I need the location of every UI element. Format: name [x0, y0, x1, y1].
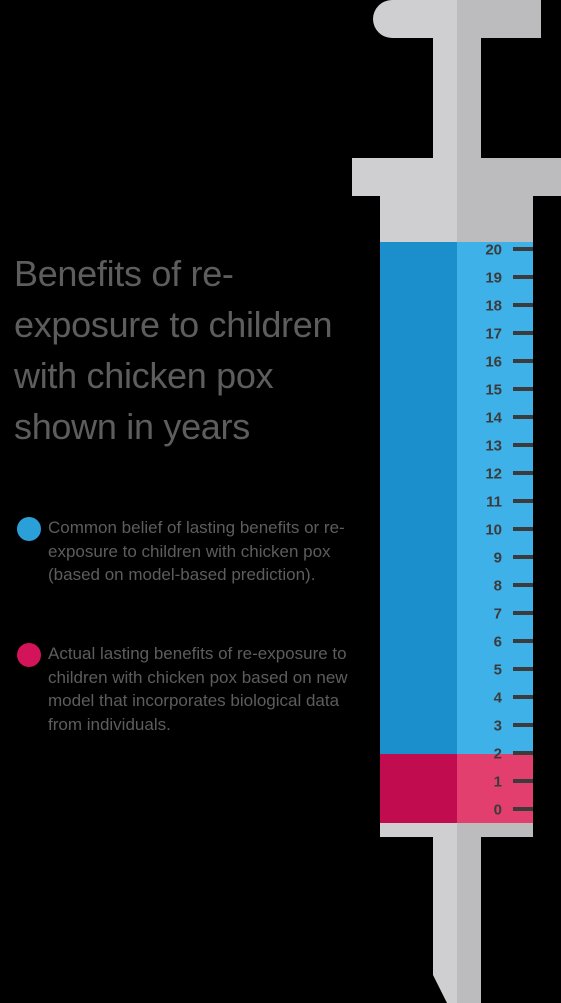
- tick-label: 1: [494, 774, 502, 791]
- tick-mark: [513, 779, 533, 783]
- tick-mark: [513, 331, 533, 335]
- legend-swatch-red: [17, 643, 41, 667]
- tick-mark: [513, 471, 533, 475]
- legend-item-actual: Actual lasting benefits of re-exposure t…: [17, 642, 357, 736]
- tick-mark: [513, 667, 533, 671]
- syringe-hub: [380, 823, 533, 1003]
- tick-mark: [513, 807, 533, 811]
- tick-label: 3: [494, 718, 502, 735]
- tick-label: 2: [494, 746, 502, 763]
- tick-mark: [513, 387, 533, 391]
- tick-label: 4: [494, 690, 503, 707]
- legend-label-actual: Actual lasting benefits of re-exposure t…: [48, 644, 348, 734]
- tick-label: 11: [486, 494, 502, 511]
- tick-label: 17: [485, 326, 502, 343]
- plunger-rod: [433, 36, 481, 160]
- tick-mark: [513, 695, 533, 699]
- tick-label: 0: [494, 802, 502, 819]
- tick-label: 9: [494, 550, 502, 567]
- tick-mark: [513, 275, 533, 279]
- tick-mark: [513, 583, 533, 587]
- tick-label: 19: [485, 270, 502, 287]
- chart-title: Benefits of re-exposure to children with…: [14, 253, 333, 447]
- tick-mark: [513, 639, 533, 643]
- legend-item-common-belief: Common belief of lasting benefits or re-…: [17, 516, 357, 587]
- bar-common-belief: [380, 242, 533, 754]
- tick-label: 12: [485, 466, 502, 483]
- tick-label: 15: [485, 382, 502, 399]
- tick-label: 14: [485, 410, 502, 427]
- tick-label: 8: [494, 578, 502, 595]
- tick-mark: [513, 527, 533, 531]
- tick-label: 13: [485, 438, 502, 455]
- plunger-cap: [373, 0, 541, 38]
- tick-mark: [513, 247, 533, 251]
- tick-label: 6: [494, 634, 502, 651]
- tick-mark: [513, 443, 533, 447]
- tick-mark: [513, 415, 533, 419]
- tick-label: 5: [494, 662, 502, 679]
- barrel-neck: [380, 194, 533, 242]
- tick-mark: [513, 611, 533, 615]
- tick-mark: [513, 359, 533, 363]
- tick-label: 20: [485, 242, 502, 259]
- tick-mark: [513, 723, 533, 727]
- tick-mark: [513, 555, 533, 559]
- tick-label: 18: [485, 298, 502, 315]
- syringe-flange: [352, 158, 561, 196]
- legend-label-common-belief: Common belief of lasting benefits or re-…: [48, 518, 345, 584]
- legend-swatch-blue: [17, 517, 41, 541]
- tick-mark: [513, 751, 533, 755]
- tick-label: 10: [485, 522, 502, 539]
- tick-label: 7: [494, 606, 502, 623]
- tick-label: 16: [485, 354, 502, 371]
- tick-mark: [513, 499, 533, 503]
- tick-mark: [513, 303, 533, 307]
- bar-actual: [380, 754, 533, 823]
